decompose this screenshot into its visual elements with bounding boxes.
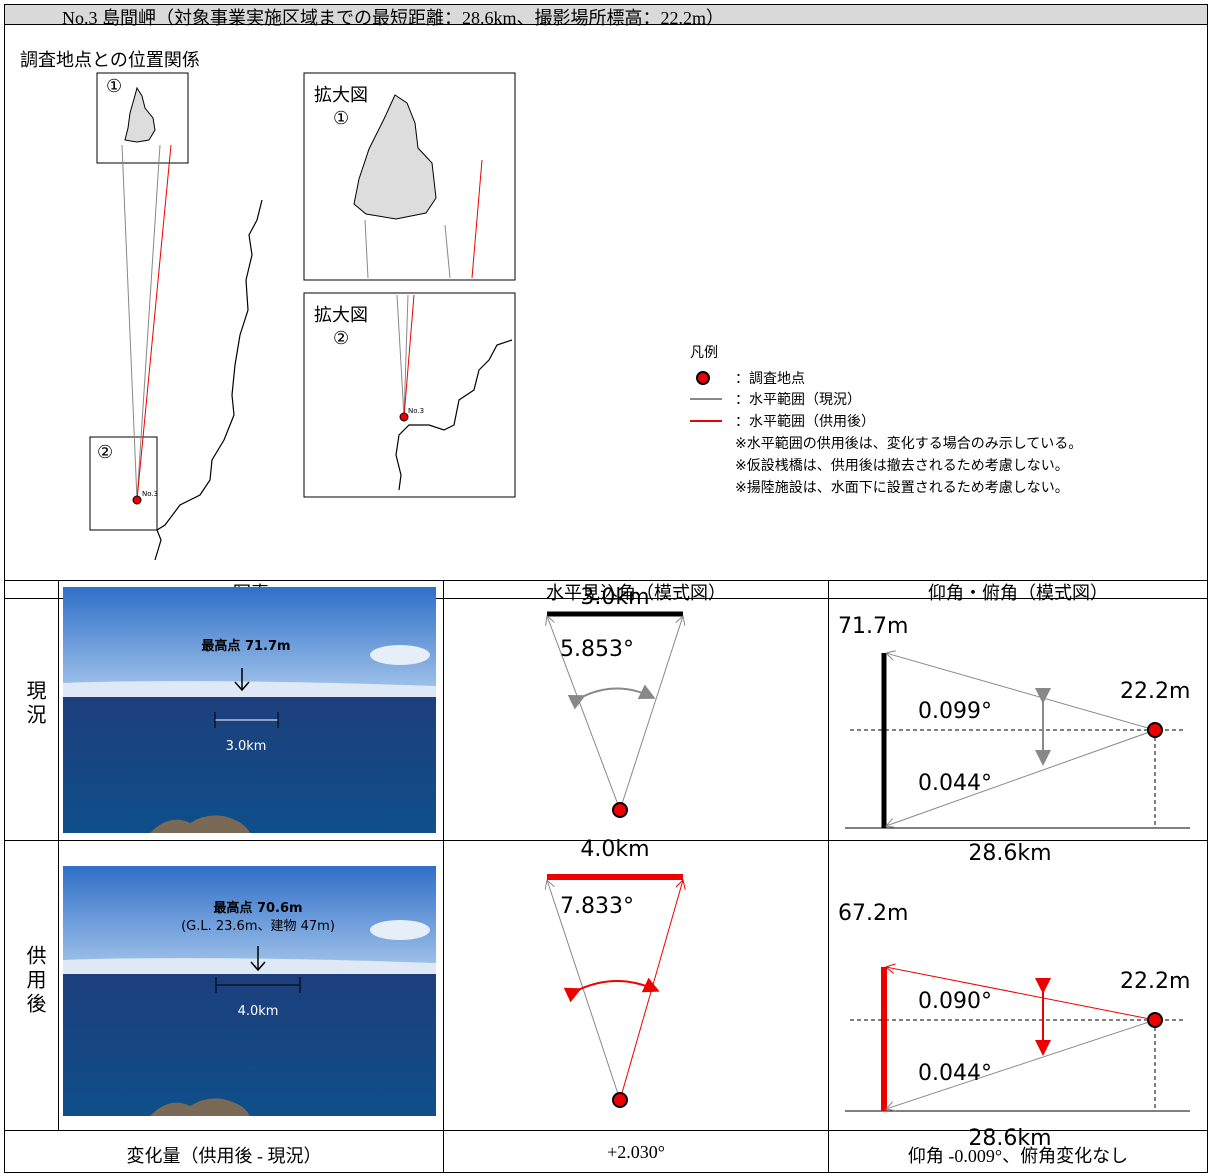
legend-item: ：水平範囲（現況）: [735, 391, 861, 408]
photo-sea: [63, 974, 436, 1116]
horizontal-diagram: 4.0km 7.833°: [547, 837, 683, 1108]
up-angle-label: 0.090°: [918, 989, 992, 1014]
view-line: [547, 616, 621, 811]
range-line-after: [471, 159, 483, 279]
height-label: 71.7m: [838, 614, 908, 639]
photo-peak: 最高点 70.6m: [213, 900, 302, 916]
map: [89, 72, 722, 561]
photo: 最高点 71.7m 3.0km: [63, 587, 436, 833]
inset-2: [303, 292, 516, 498]
down-angle-label: 0.044°: [918, 771, 992, 796]
coastline: [154, 199, 263, 561]
legend-item: ：水平範囲（供用後）: [735, 413, 875, 430]
inset-island: [353, 94, 437, 220]
survey-point: [132, 495, 142, 505]
survey-point: [1147, 722, 1163, 738]
photo-width: 4.0km: [238, 1004, 279, 1019]
row-label: 供用後: [23, 945, 45, 1017]
survey-point: [399, 412, 409, 422]
legend-item: ：調査地点: [735, 371, 805, 387]
inset-point-label: No.3: [408, 407, 424, 415]
photo: 最高点 70.6m (G.L. 23.6m、建物 47m) 4.0km: [63, 866, 436, 1116]
inset-number: ①: [333, 108, 349, 129]
legend-note: ※水平範囲の供用後は、変化する場合のみ示している。: [735, 435, 1082, 452]
range-line: [121, 144, 138, 501]
photo-haze: [63, 681, 436, 697]
survey-point: [1147, 1012, 1163, 1028]
map-label: 調査地点との位置関係: [20, 50, 200, 70]
survey-point: [612, 802, 628, 818]
island: [124, 86, 156, 143]
legend-point: [696, 371, 710, 385]
angle-arc: [567, 684, 656, 710]
box-1: [96, 72, 189, 164]
range-line-after: [403, 294, 415, 418]
change-horizontal: +2.030°: [607, 1142, 665, 1162]
survey-point: [612, 1092, 628, 1108]
angle-label: 7.833°: [560, 894, 634, 919]
photo-sea: [63, 697, 436, 833]
height-label: 67.2m: [838, 901, 908, 926]
arrow-head: [234, 681, 250, 692]
photo-sky: [63, 866, 436, 974]
photo-cloud: [370, 645, 430, 665]
row-label: 現況: [23, 680, 45, 728]
angle-arc: [563, 977, 660, 1003]
photo-rock: [150, 815, 250, 833]
distance-label: 28.6km: [968, 841, 1051, 866]
header-title: No.3 島間岬（対象事業実施区域までの最短距離：28.6km、撮影場所標高：2…: [62, 8, 724, 28]
elevation-label: 22.2m: [1120, 679, 1190, 704]
box-2: [89, 436, 158, 531]
change-vertical: 仰角 -0.009°、俯角変化なし: [907, 1146, 1129, 1166]
width-label: 4.0km: [580, 837, 649, 862]
column-header: 仰角・俯角（模式図）: [928, 583, 1108, 603]
photo-peak: 最高点 71.7m: [201, 638, 290, 654]
down-angle-label: 0.044°: [918, 1061, 992, 1086]
range-line-after: [136, 144, 172, 501]
range-line: [444, 224, 451, 279]
inset-title: 拡大図: [314, 85, 368, 106]
column-header: 水平見込角（模式図）: [546, 583, 726, 603]
range-line: [396, 294, 405, 418]
inset-coastline: [395, 339, 513, 491]
range-line: [403, 294, 409, 418]
legend-note: ※仮設桟橋は、供用後は撤去されるため考慮しない。: [735, 458, 1069, 474]
legend-note: ※揚陸施設は、水面下に設置されるため考慮しない。: [735, 479, 1069, 496]
photo-width: 3.0km: [226, 739, 267, 754]
photo-sky: [63, 587, 436, 697]
view-line: [886, 1019, 1156, 1109]
view-line: [886, 653, 1156, 731]
elevation-label: 22.2m: [1120, 969, 1190, 994]
map-point-label: No.3: [142, 490, 158, 498]
change-label: 変化量（供用後 - 現況）: [126, 1146, 322, 1166]
inset-number: ②: [333, 328, 349, 349]
view-line: [886, 729, 1156, 826]
width-label: 3.0km: [580, 585, 649, 610]
photo-cloud: [370, 920, 430, 940]
horizontal-diagram: 3.0km 5.853°: [547, 585, 683, 818]
vertical-diagram: 67.2m 22.2m 0.090° 0.044° 28.6km: [838, 901, 1190, 1151]
inset-title: 拡大図: [314, 305, 368, 326]
up-angle-label: 0.099°: [918, 699, 992, 724]
view-line-after: [886, 967, 1156, 1021]
vertical-diagram: 71.7m 22.2m 0.099° 0.044° 28.6km: [838, 614, 1190, 866]
arrow-head: [250, 961, 266, 972]
map-marker: ②: [97, 442, 113, 463]
cell: [828, 1130, 1208, 1173]
legend-title: 凡例: [690, 345, 718, 361]
photo-rock: [150, 1098, 250, 1116]
photo-haze: [63, 958, 436, 974]
range-line: [136, 144, 161, 501]
map-marker: ①: [106, 76, 122, 97]
range-line: [364, 219, 369, 279]
inset-1: [303, 72, 516, 281]
angle-label: 5.853°: [560, 637, 634, 662]
distance-label: 28.6km: [968, 1126, 1051, 1151]
photo-detail: (G.L. 23.6m、建物 47m): [181, 919, 335, 934]
view-line: [619, 616, 683, 811]
